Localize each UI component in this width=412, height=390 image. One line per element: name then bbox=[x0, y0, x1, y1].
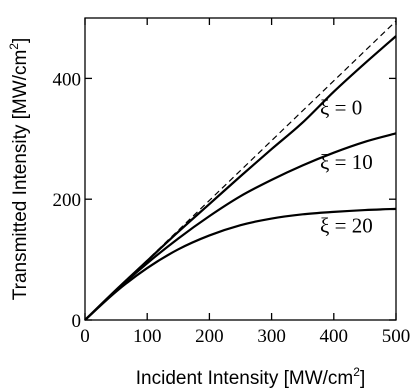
curves bbox=[84, 20, 397, 321]
curve-label-1: ξ = 10 bbox=[320, 150, 373, 174]
curve-label-0: ξ = 0 bbox=[320, 96, 362, 120]
series-line-1 bbox=[84, 132, 397, 321]
x-tick-label: 100 bbox=[133, 326, 162, 347]
curve-labels: ξ = 0 ξ = 10 ξ = 20 bbox=[320, 96, 373, 238]
y-tick-label: 200 bbox=[53, 190, 82, 211]
x-tick-label: 400 bbox=[320, 326, 349, 347]
axis-ticks: 0 100 200 300 400 500 0 200 400 bbox=[53, 18, 411, 347]
series-line-2 bbox=[84, 207, 397, 321]
x-tick-label: 500 bbox=[382, 326, 411, 347]
plot-frame bbox=[84, 17, 397, 321]
x-tick-label: 200 bbox=[195, 326, 224, 347]
x-tick-label: 300 bbox=[257, 326, 286, 347]
x-axis-label: Incident Intensity [MW/cm2] bbox=[136, 365, 365, 389]
y-axis-label: Transmitted Intensity [MW/cm2] bbox=[7, 38, 31, 301]
y-tick-label: 0 bbox=[72, 311, 82, 332]
curve-label-2: ξ = 20 bbox=[320, 213, 373, 237]
x-tick-label: 0 bbox=[80, 326, 90, 347]
reference-line bbox=[84, 20, 397, 321]
y-tick-label: 400 bbox=[53, 69, 82, 90]
